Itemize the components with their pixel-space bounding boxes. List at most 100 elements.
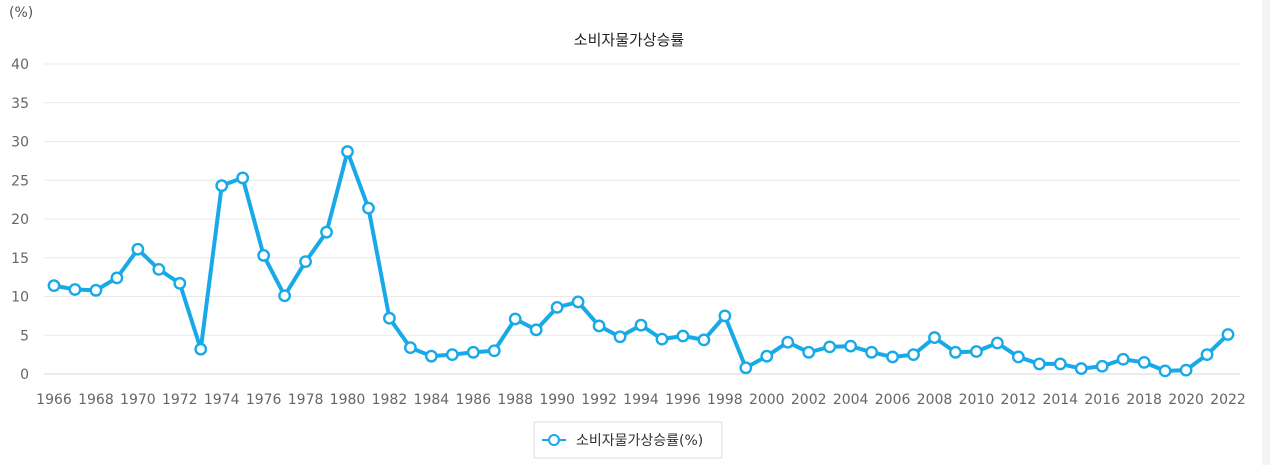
data-point-1984	[424, 349, 438, 363]
x-tick-label-1968: 1968	[78, 392, 114, 408]
data-point-1980	[341, 145, 354, 158]
x-tick-label-2004: 2004	[833, 392, 869, 408]
y-tick-label-5: 5	[20, 328, 29, 344]
x-tick-label-1988: 1988	[497, 392, 533, 408]
y-tick-label-40: 40	[11, 57, 29, 73]
x-tick-label-1978: 1978	[288, 392, 324, 408]
x-tick-label-1982: 1982	[372, 392, 408, 408]
y-tick-label-20: 20	[11, 212, 29, 228]
y-tick-label-35: 35	[11, 96, 29, 112]
data-point-1986	[466, 345, 480, 359]
data-point-2009	[949, 345, 962, 359]
data-point-2003	[823, 340, 837, 354]
x-tick-label-2002: 2002	[791, 392, 827, 408]
data-point-2022	[1221, 328, 1235, 341]
x-tick-label-1986: 1986	[455, 392, 491, 408]
data-point-2020	[1179, 363, 1193, 377]
x-tick-label-1992: 1992	[581, 392, 617, 408]
x-tick-label-2010: 2010	[959, 392, 995, 408]
data-point-1983	[403, 341, 417, 355]
data-point-2012	[1011, 350, 1025, 364]
data-point-1989	[529, 323, 543, 337]
data-point-2008	[928, 331, 941, 344]
data-point-2000	[760, 349, 774, 363]
data-point-2021	[1200, 348, 1214, 362]
data-point-2014	[1053, 357, 1067, 371]
y-tick-label-10: 10	[11, 290, 29, 306]
data-point-2013	[1032, 357, 1046, 371]
data-point-2006	[886, 350, 899, 364]
data-point-1977	[278, 289, 292, 303]
data-point-1997	[697, 333, 711, 347]
data-point-1979	[320, 225, 333, 239]
data-point-1978	[299, 255, 312, 269]
y-tick-label-25: 25	[11, 173, 29, 189]
data-point-1971	[152, 262, 166, 276]
series-line-consumer-price-inflation	[52, 149, 1230, 373]
data-point-1966	[47, 279, 61, 293]
data-point-2001	[781, 335, 795, 349]
data-point-2005	[865, 345, 879, 359]
legend: 소비자물가상승률(%)	[533, 421, 723, 459]
data-point-2018	[1137, 355, 1151, 369]
y-tick-label-15: 15	[11, 251, 29, 267]
data-point-1988	[508, 312, 522, 326]
right-edge-panel	[1262, 0, 1270, 465]
x-tick-label-1998: 1998	[707, 392, 743, 408]
x-tick-label-1994: 1994	[623, 392, 659, 408]
data-point-1981	[362, 201, 375, 215]
x-tick-label-2006: 2006	[875, 392, 911, 408]
data-point-2016	[1095, 359, 1109, 373]
data-point-2015	[1074, 362, 1088, 375]
x-tick-label-1980: 1980	[330, 392, 366, 408]
x-tick-label-2008: 2008	[917, 392, 953, 408]
data-point-1974	[215, 179, 229, 193]
data-point-1993	[613, 330, 627, 344]
data-point-1994	[634, 318, 648, 332]
data-point-1999	[739, 361, 753, 375]
data-point-2017	[1116, 352, 1130, 366]
x-tick-label-2012: 2012	[1001, 392, 1037, 408]
data-point-2004	[844, 339, 858, 353]
x-tick-label-1966: 1966	[36, 392, 72, 408]
data-point-2019	[1158, 364, 1172, 378]
data-point-1995	[655, 332, 669, 346]
data-point-2007	[907, 348, 920, 362]
data-point-2011	[990, 336, 1004, 350]
x-tick-label-2018: 2018	[1126, 392, 1162, 408]
label-layer: (%) 소비자물가상승률 0 5 10 15 20 25 30 35 40 1966 1968 1970 1…	[9, 5, 1246, 459]
data-point-1998	[718, 309, 732, 323]
series-layer	[47, 145, 1235, 378]
x-tick-label-1972: 1972	[162, 392, 198, 408]
data-point-1968	[89, 283, 103, 297]
data-point-1991	[571, 295, 585, 309]
data-point-1970	[131, 242, 145, 256]
legend-marker-icon	[548, 434, 560, 446]
x-tick-label-1984: 1984	[414, 392, 450, 408]
x-tick-label-2016: 2016	[1084, 392, 1120, 408]
x-tick-label-1976: 1976	[246, 392, 282, 408]
x-tick-label-1990: 1990	[539, 392, 575, 408]
data-point-1990	[550, 300, 564, 314]
data-point-1976	[257, 249, 271, 262]
y-tick-label-30: 30	[11, 135, 29, 151]
y-axis-unit-label: (%)	[9, 5, 33, 21]
x-tick-label-1996: 1996	[665, 392, 701, 408]
x-tick-label-2000: 2000	[749, 392, 785, 408]
x-tick-label-2020: 2020	[1168, 392, 1204, 408]
data-point-1985	[445, 348, 459, 362]
data-point-1982	[383, 311, 396, 325]
x-tick-label-1970: 1970	[120, 392, 156, 408]
x-tick-label-2022: 2022	[1210, 392, 1246, 408]
x-tick-label-2014: 2014	[1042, 392, 1078, 408]
legend-box	[533, 421, 723, 459]
chart-title: 소비자물가상승률	[574, 31, 685, 49]
data-point-2010	[970, 345, 983, 358]
data-point-1967	[68, 283, 82, 296]
data-point-1987	[487, 344, 501, 358]
data-point-1992	[592, 319, 606, 333]
y-tick-label-0: 0	[20, 367, 29, 383]
data-point-1996	[676, 329, 690, 343]
